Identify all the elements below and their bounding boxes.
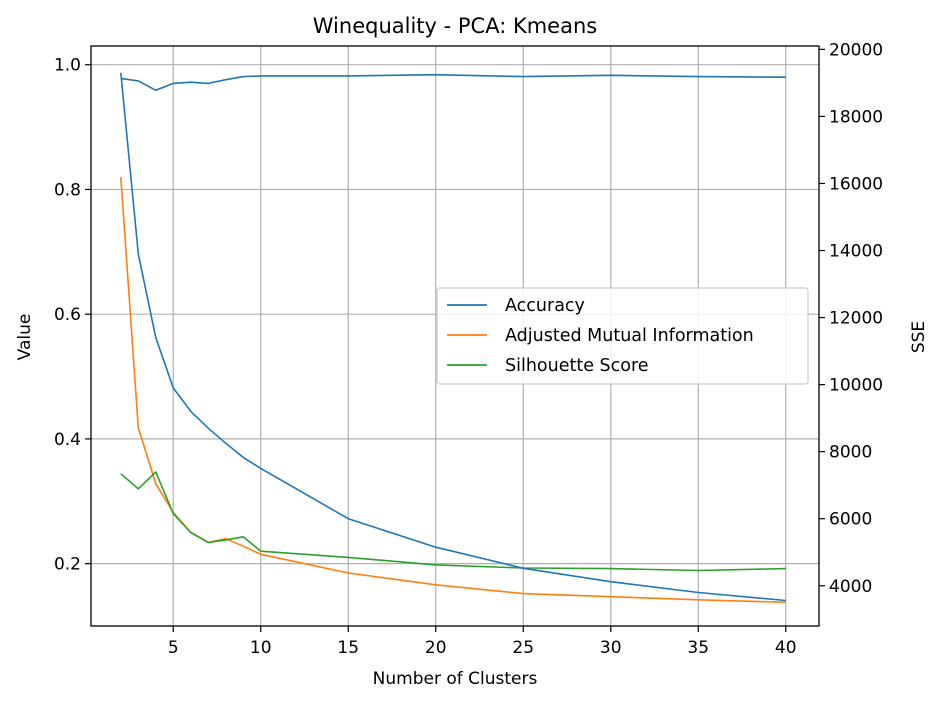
right-y-tick-label: 16000: [829, 174, 883, 194]
left-y-axis-ticks: 0.2 0.4 0.6 0.8 1.0: [54, 56, 91, 575]
left-y-tick-label: 0.8: [54, 180, 81, 200]
series-line-adjusted-mutual-information: [120, 176, 786, 604]
x-axis-ticks: 5 10 15 20 25 30 35 40: [168, 626, 797, 658]
x-tick-label: 35: [687, 638, 709, 658]
left-y-tick-label: 0.2: [54, 555, 81, 575]
left-y-tick-label: 1.0: [54, 56, 81, 76]
x-tick-label: 15: [337, 638, 359, 658]
right-y-axis-label: SSE: [909, 321, 929, 353]
x-tick-label: 5: [168, 638, 179, 658]
right-y-tick-label: 4000: [829, 577, 872, 597]
plot-frame: [90, 45, 820, 627]
legend-box: [436, 287, 809, 385]
x-tick-label: 40: [775, 638, 797, 658]
left-y-tick-label: 0.6: [54, 305, 81, 325]
series-line-silhouette-score: [120, 471, 786, 572]
right-y-tick-label: 18000: [829, 107, 883, 127]
legend-label: Accuracy: [505, 296, 585, 316]
series-lines: [120, 72, 786, 604]
series-line-sse: [120, 72, 786, 602]
legend-label: Silhouette Score: [505, 356, 649, 376]
left-y-axis-label: Value: [15, 314, 35, 361]
x-tick-label: 25: [512, 638, 534, 658]
right-y-axis-ticks: 4000 6000 8000 10000 12000 14000 16000 18000 200…: [819, 40, 883, 597]
right-y-tick-label: 6000: [829, 510, 872, 530]
right-y-tick-label: 10000: [829, 376, 883, 396]
x-tick-label: 30: [600, 638, 622, 658]
right-y-tick-label: 20000: [829, 40, 883, 60]
right-y-tick-label: 8000: [829, 443, 872, 463]
left-y-tick-label: 0.4: [54, 430, 81, 450]
x-axis-label: Number of Clusters: [373, 669, 538, 689]
x-tick-label: 10: [250, 638, 272, 658]
right-y-tick-label: 14000: [829, 242, 883, 262]
legend-label: Adjusted Mutual Information: [505, 326, 754, 346]
x-tick-label: 20: [425, 638, 447, 658]
right-y-tick-label: 12000: [829, 309, 883, 329]
series-line-accuracy: [120, 73, 786, 92]
legend: Accuracy Adjusted Mutual Information Silho…: [436, 287, 809, 385]
chart-title: Winequality - PCA: Kmeans: [313, 14, 597, 38]
